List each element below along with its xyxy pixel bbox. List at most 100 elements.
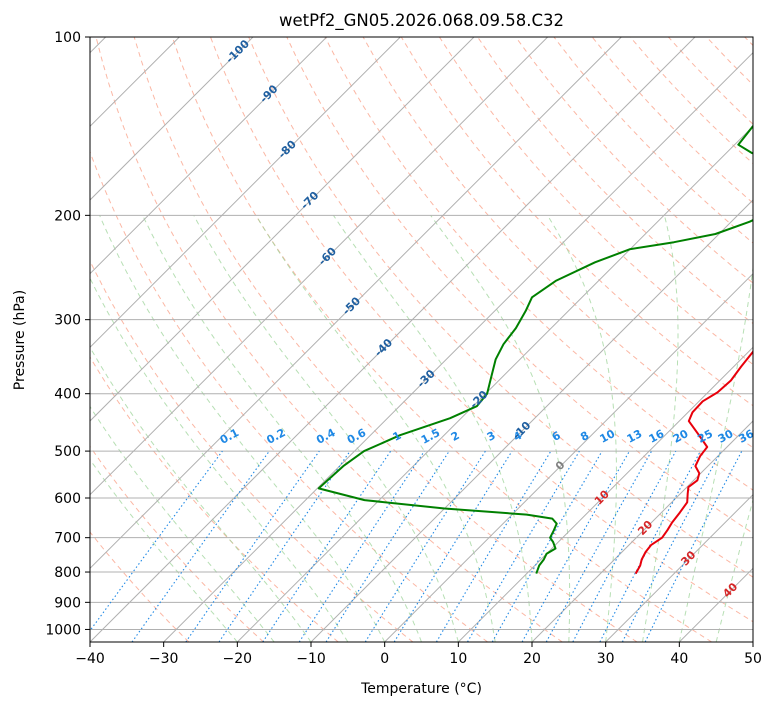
mixing-ratio-label: 30 xyxy=(716,427,736,446)
isotherm-line xyxy=(90,37,696,642)
mixing-ratio-line xyxy=(393,450,513,642)
dry-adiabat xyxy=(90,259,414,642)
mixing-ratio-label: 1.5 xyxy=(419,426,442,447)
isotherm-line xyxy=(531,420,753,642)
dry-adiabat xyxy=(95,37,563,642)
moist-adiabat xyxy=(678,264,753,642)
moist-adiabat xyxy=(142,215,422,642)
y-axis-title: Pressure (hPa) xyxy=(12,290,28,390)
dry-adiabat xyxy=(400,37,753,407)
dry-adiabat xyxy=(171,37,712,642)
y-tick-label: 100 xyxy=(54,30,81,46)
mixing-ratio-label: 20 xyxy=(671,427,691,446)
mixing-ratio-label: 0.6 xyxy=(345,426,369,447)
y-tick-label: 300 xyxy=(54,313,81,329)
mixing-ratio-line xyxy=(218,450,351,642)
isotherm-line xyxy=(90,37,622,570)
isotherm-line xyxy=(605,493,753,642)
x-tick-label: 10 xyxy=(449,651,467,667)
y-tick-label: 600 xyxy=(54,491,81,507)
y-tick-label: 200 xyxy=(54,208,81,224)
dry-adiabat xyxy=(591,37,753,204)
mixing-ratio-label: 6 xyxy=(550,429,563,444)
mixing-ratio-label: 0.2 xyxy=(264,426,287,447)
profile-lines xyxy=(317,124,753,575)
moist-adiabat xyxy=(90,346,312,642)
moist-adiabat xyxy=(715,498,753,642)
mixing-ratio-label: 25 xyxy=(695,427,715,446)
isotherm-label: 10 xyxy=(592,487,612,507)
dry-adiabat xyxy=(668,37,753,125)
grid-lines xyxy=(90,37,753,630)
mixing-ratio-label: 0.1 xyxy=(218,426,241,447)
moist-adiabat xyxy=(90,458,238,642)
mixing-ratio-line xyxy=(521,450,630,642)
dry-adiabat xyxy=(438,37,753,366)
y-tick-label: 1000 xyxy=(45,622,81,638)
mixing-ratio-line xyxy=(262,450,392,642)
mixing-ratio-line xyxy=(435,450,552,642)
isotherm-line xyxy=(90,37,254,201)
moist-adiabat xyxy=(193,215,459,642)
isotherm-line xyxy=(752,641,753,642)
dry-adiabat xyxy=(90,150,488,642)
isotherm-label: -60 xyxy=(316,245,339,268)
isotherm-label: 30 xyxy=(678,548,698,568)
mixing-ratio-label: 10 xyxy=(598,427,618,446)
mixing-ratio-line xyxy=(185,450,320,642)
isotherm-line xyxy=(90,37,328,275)
isotherm-line xyxy=(236,125,753,642)
mixing-ratio-label: 16 xyxy=(647,427,667,446)
isotherm-line xyxy=(310,199,753,642)
isotherm-label: -30 xyxy=(415,367,438,390)
mixing-ratio-line xyxy=(131,450,270,642)
y-tick-label: 900 xyxy=(54,595,81,611)
isotherm-line xyxy=(457,346,753,642)
chart-title: wetPf2_GN05.2026.068.09.58.C32 xyxy=(279,11,564,31)
moist-adiabat xyxy=(642,215,679,642)
mixing-ratio-line xyxy=(572,450,677,642)
mixing-ratio-label: 3 xyxy=(485,429,498,444)
x-tick-label: 50 xyxy=(744,651,762,667)
dry-adiabat xyxy=(133,37,638,642)
isotherm-line xyxy=(163,51,753,642)
mixing-ratio-line xyxy=(298,450,425,642)
mixing-ratio-label: 1 xyxy=(391,429,404,444)
y-tick-label: 400 xyxy=(54,387,81,403)
isotherm-line xyxy=(90,37,549,496)
dry-adiabat xyxy=(515,37,753,284)
mixing-ratio-label: 36 xyxy=(736,427,756,446)
isotherm-line xyxy=(384,272,753,642)
isotherm-label: 40 xyxy=(720,580,740,600)
mixing-ratio-label: 8 xyxy=(578,429,591,444)
mixing-ratio-line xyxy=(325,450,450,642)
dry-adiabat xyxy=(90,445,264,642)
mixing-ratio-label: 2 xyxy=(449,429,462,444)
temperature-profile-line xyxy=(634,349,753,575)
mixing-ratio-lines xyxy=(90,450,743,642)
y-tick-label: 500 xyxy=(54,444,81,460)
x-tick-label: 20 xyxy=(523,651,541,667)
dry-adiabat xyxy=(248,37,753,578)
moist-adiabat xyxy=(90,277,349,642)
x-tick-label: 30 xyxy=(597,651,615,667)
isotherm-line xyxy=(678,567,753,642)
mixing-ratio-line xyxy=(545,450,653,642)
moist-adiabat xyxy=(547,215,617,642)
isotherm-line xyxy=(90,37,475,422)
dry-adiabat xyxy=(90,356,339,642)
x-tick-label: 0 xyxy=(380,651,389,667)
dewpoint-profile-line xyxy=(317,124,753,574)
moist-adiabat xyxy=(332,215,533,642)
x-axis-title: Temperature (°C) xyxy=(360,681,482,697)
plot-frame xyxy=(89,36,754,643)
isotherm-lines xyxy=(90,37,753,642)
mixing-ratio-line xyxy=(644,450,743,642)
mixing-ratio-line xyxy=(364,450,486,642)
mixing-ratio-line xyxy=(90,450,223,632)
mixing-ratio-label: 0.4 xyxy=(314,426,338,447)
x-tick-label: −20 xyxy=(223,651,253,667)
dry-adiabat xyxy=(90,531,190,642)
